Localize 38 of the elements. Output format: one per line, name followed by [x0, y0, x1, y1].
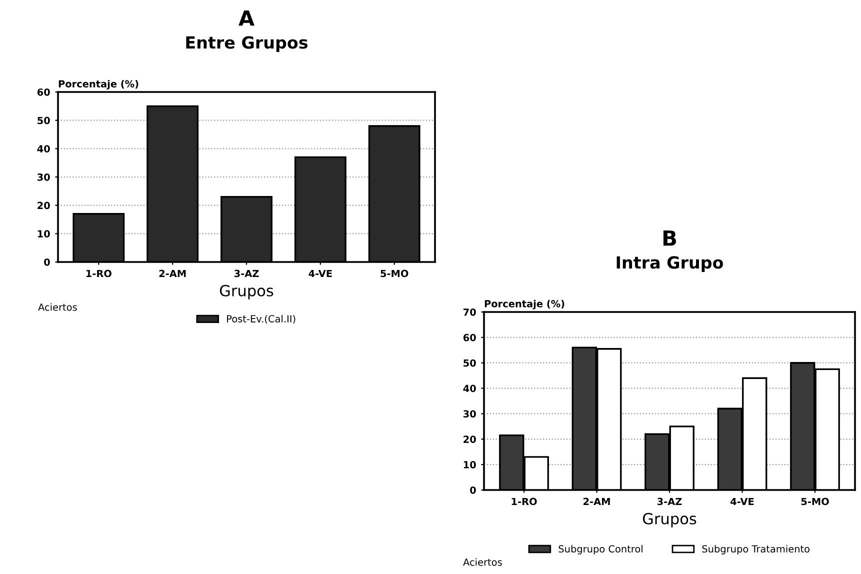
y-tick-label: 50 [464, 359, 476, 367]
y-tick-label: 10 [38, 230, 50, 238]
text: Aciertos [463, 558, 502, 566]
chart-subtitle: Intra Grupo [616, 256, 724, 272]
y-tick-label: 50 [38, 116, 50, 124]
x-axis-title: Grupos [220, 284, 274, 300]
x-tick-label: 3-AZ [234, 270, 259, 278]
y-tick-label: 0 [470, 486, 476, 494]
y-tick-label: 10 [464, 461, 476, 468]
x-axis-title: Grupos [642, 512, 696, 528]
legend-label: Subgrupo Tratamiento [702, 545, 810, 554]
y-tick-label: 70 [463, 308, 476, 316]
y-tick-label: 40 [463, 384, 476, 392]
y-tick-label: 30 [37, 173, 50, 181]
y-tick-label: 40 [37, 145, 50, 152]
y-tick-label: 20 [464, 436, 476, 443]
y-axis-title: Porcentaje (%) [58, 80, 138, 90]
y-tick-label: 20 [38, 202, 50, 210]
y-tick-label: 0 [44, 258, 50, 266]
y-tick-label: 60 [463, 334, 476, 342]
x-tick-label: 1-RO [86, 270, 112, 278]
x-tick-label: 1-RO [512, 498, 537, 506]
x-tick-label: 2-AM [159, 270, 186, 278]
x-tick-label: 3-AZ [657, 498, 682, 506]
y-tick-label: 60 [37, 88, 50, 96]
chart-title: A [238, 10, 254, 26]
x-tick-label: 2-AM [584, 498, 610, 506]
chart-subtitle: Entre Grupos [186, 36, 308, 52]
legend-label: Post-Ev.(Cal.II) [227, 314, 296, 324]
x-tick-label: 4-VE [730, 498, 754, 506]
x-tick-label: 5-MO [380, 270, 408, 278]
text: Aciertos [38, 303, 77, 311]
x-tick-label: 4-VE [308, 270, 332, 278]
y-axis-title: Porcentaje (%) [484, 300, 564, 310]
y-tick-label: 30 [463, 410, 476, 418]
legend-label: Subgrupo Control [558, 545, 642, 554]
x-tick-label: 5-MO [801, 498, 829, 506]
chart-title: B [663, 230, 676, 246]
